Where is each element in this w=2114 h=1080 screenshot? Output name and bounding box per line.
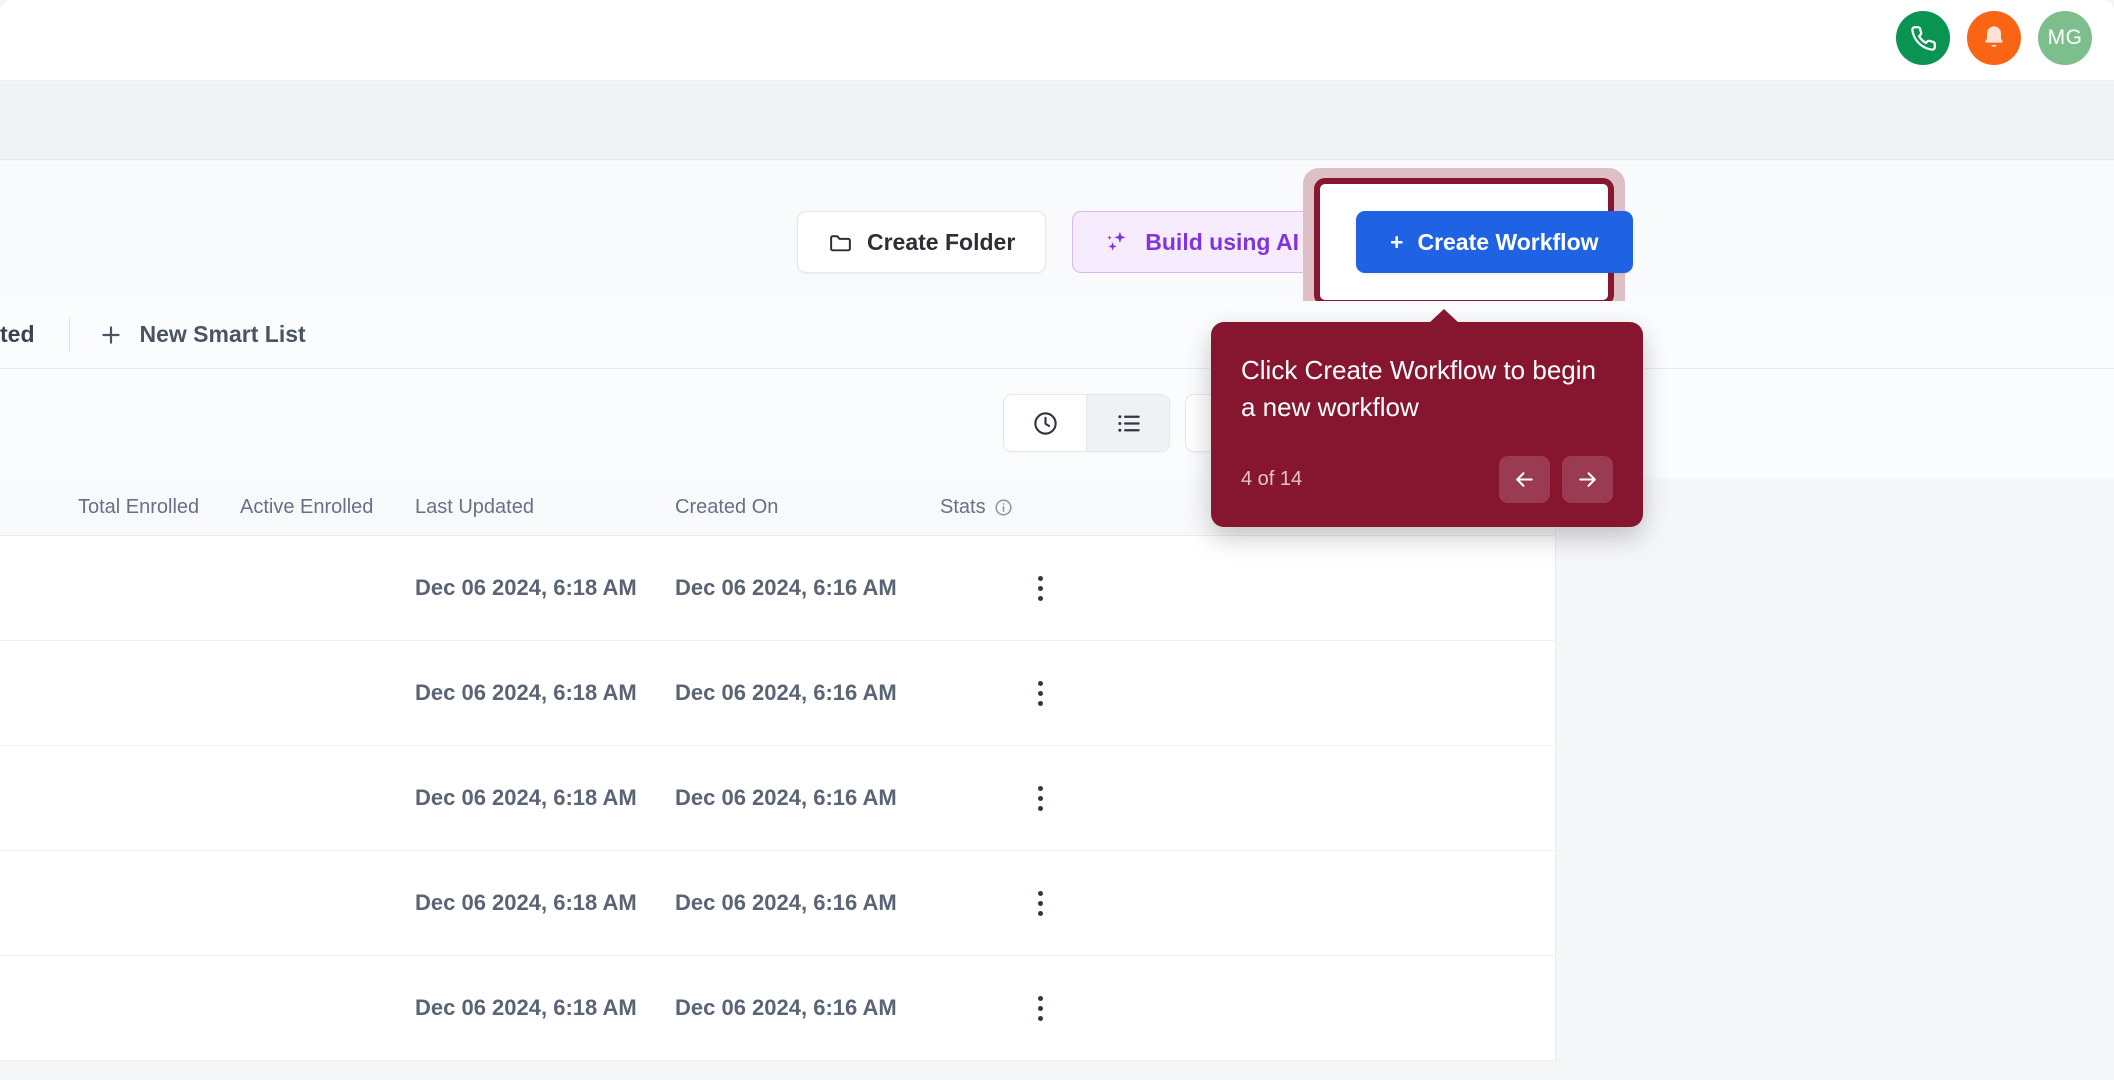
create-folder-button[interactable]: Create Folder: [797, 211, 1047, 273]
tooltip-message: Click Create Workflow to begin a new wor…: [1241, 355, 1596, 422]
phone-icon: [1910, 25, 1937, 52]
table-row[interactable]: Dec 06 2024, 6:18 AM Dec 06 2024, 6:16 AM: [0, 641, 1555, 746]
column-header-active-enrolled[interactable]: Active Enrolled: [240, 495, 374, 518]
cell-last-updated: Dec 06 2024, 6:18 AM: [415, 680, 637, 705]
build-using-ai-label: Build using AI: [1145, 228, 1300, 255]
cell-row-actions: [940, 570, 1555, 607]
column-header-stats[interactable]: Stats: [940, 496, 1555, 519]
sparkles-icon: [1103, 228, 1131, 256]
create-folder-label: Create Folder: [867, 228, 1016, 255]
bell-icon: [1980, 24, 2008, 52]
secondary-header-band: [0, 81, 2114, 160]
create-workflow-button[interactable]: + Create Workflow: [1356, 211, 1633, 273]
cell-row-actions: [940, 780, 1555, 817]
cell-last-updated: Dec 06 2024, 6:18 AM: [415, 995, 637, 1020]
arrow-left-icon: [1512, 467, 1537, 492]
table-row[interactable]: Dec 06 2024, 6:18 AM Dec 06 2024, 6:16 AM: [0, 851, 1555, 956]
create-workflow-highlight: + Create Workflow: [1303, 168, 1633, 316]
view-mode-toggle: [1003, 394, 1170, 452]
notifications-button[interactable]: [1967, 11, 2021, 65]
folder-icon: [828, 230, 853, 255]
list-view-button[interactable]: [1087, 395, 1169, 451]
table-row[interactable]: Dec 06 2024, 6:18 AM Dec 06 2024, 6:16 AM: [0, 746, 1555, 851]
clock-icon: [1032, 410, 1059, 437]
row-menu-icon[interactable]: [1028, 675, 1053, 712]
tooltip-footer: 4 of 14: [1241, 455, 1613, 503]
row-menu-icon[interactable]: [1028, 990, 1053, 1027]
phone-button[interactable]: [1896, 11, 1950, 65]
tooltip-navigation: [1499, 455, 1613, 503]
row-menu-icon[interactable]: [1028, 780, 1053, 817]
new-smart-list-button[interactable]: New Smart List: [98, 321, 306, 348]
build-using-ai-button[interactable]: Build using AI: [1072, 211, 1331, 273]
action-button-group: Create Folder Build using AI + Creat: [797, 168, 1633, 316]
table-row[interactable]: Dec 06 2024, 6:18 AM Dec 06 2024, 6:16 AM: [0, 956, 1555, 1061]
action-bar: Create Folder Build using AI + Creat: [0, 161, 2114, 316]
cell-created-on: Dec 06 2024, 6:16 AM: [675, 995, 897, 1020]
cell-last-updated: Dec 06 2024, 6:18 AM: [415, 575, 637, 600]
cell-row-actions: [940, 990, 1555, 1027]
column-header-stats-label: Stats: [940, 495, 986, 518]
history-view-button[interactable]: [1004, 395, 1086, 451]
tooltip-arrow: [1429, 309, 1459, 323]
segment-divider: [1086, 395, 1087, 451]
table-row[interactable]: Dec 06 2024, 6:18 AM Dec 06 2024, 6:16 AM: [0, 536, 1555, 641]
tab-divider: [68, 317, 70, 352]
column-header-last-updated[interactable]: Last Updated: [415, 495, 534, 518]
tooltip-step-counter: 4 of 14: [1241, 467, 1303, 490]
column-header-total-enrolled[interactable]: Total Enrolled: [78, 495, 200, 518]
plus-icon: [98, 322, 124, 348]
top-bar-actions: MG: [1896, 11, 2092, 65]
tooltip-next-button[interactable]: [1562, 455, 1613, 503]
tab-truncated[interactable]: ted: [0, 321, 35, 347]
create-workflow-label: Create Workflow: [1417, 228, 1599, 255]
column-header-created-on[interactable]: Created On: [675, 495, 779, 518]
tabs-row: ted New Smart List: [0, 301, 2114, 369]
row-menu-icon[interactable]: [1028, 570, 1053, 607]
cell-row-actions: [940, 885, 1555, 922]
cell-created-on: Dec 06 2024, 6:16 AM: [675, 575, 897, 600]
new-smart-list-label: New Smart List: [139, 321, 306, 347]
avatar[interactable]: MG: [2038, 11, 2092, 65]
list-icon: [1115, 410, 1142, 437]
cell-created-on: Dec 06 2024, 6:16 AM: [675, 890, 897, 915]
onboarding-tooltip: Click Create Workflow to begin a new wor…: [1211, 309, 1643, 527]
cell-row-actions: [940, 675, 1555, 712]
tooltip-prev-button[interactable]: [1499, 455, 1550, 503]
cell-last-updated: Dec 06 2024, 6:18 AM: [415, 785, 637, 810]
arrow-right-icon: [1575, 467, 1600, 492]
top-bar: MG: [0, 0, 2114, 81]
avatar-initials: MG: [2047, 26, 2083, 49]
view-toolbar: [0, 369, 2114, 479]
row-menu-icon[interactable]: [1028, 885, 1053, 922]
cell-created-on: Dec 06 2024, 6:16 AM: [675, 785, 897, 810]
cell-created-on: Dec 06 2024, 6:16 AM: [675, 680, 897, 705]
info-icon[interactable]: [994, 498, 1013, 517]
table-body: Dec 06 2024, 6:18 AM Dec 06 2024, 6:16 AM…: [0, 536, 1555, 1061]
cell-last-updated: Dec 06 2024, 6:18 AM: [415, 890, 637, 915]
workflows-table: Total Enrolled Active Enrolled Last Upda…: [0, 479, 1556, 1061]
plus-icon: +: [1390, 228, 1404, 255]
